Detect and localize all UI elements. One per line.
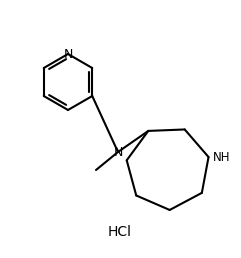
Text: N: N [63, 47, 73, 60]
Text: HCl: HCl [108, 225, 132, 239]
Text: N: N [113, 146, 123, 158]
Text: NH: NH [213, 150, 230, 164]
